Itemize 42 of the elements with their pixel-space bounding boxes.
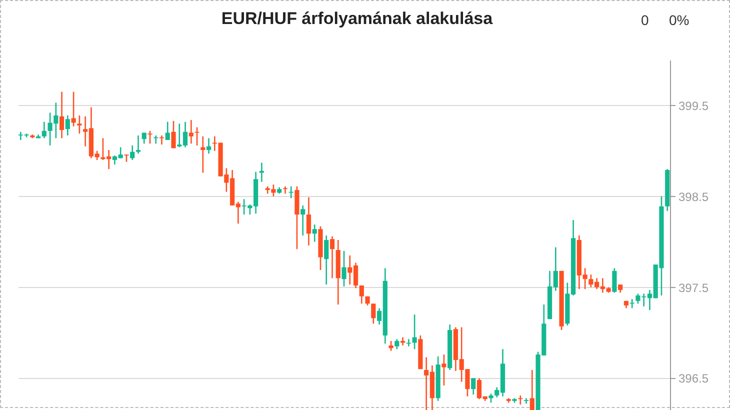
- candlestick: [306, 196, 312, 246]
- y-tick-label: 396.5: [678, 372, 709, 386]
- candlestick: [488, 392, 494, 404]
- candlestick: [524, 398, 529, 404]
- y-tick-label: 397.5: [678, 280, 709, 295]
- candlestick: [42, 121, 46, 139]
- candlestick: [612, 268, 617, 294]
- candlestick: [130, 144, 135, 161]
- candlestick: [342, 250, 346, 288]
- candlestick: [282, 186, 288, 194]
- candlestick: [388, 340, 394, 352]
- text: 0: [641, 12, 649, 28]
- candlestick: [324, 234, 329, 286]
- candlestick: [165, 121, 170, 141]
- text: 0%: [669, 12, 690, 28]
- candlestick: [394, 338, 400, 350]
- candlestick: [518, 394, 523, 406]
- candlestick: [77, 114, 82, 134]
- candlestick: [300, 204, 306, 236]
- candlestick: [312, 224, 317, 242]
- candlestick: [412, 314, 417, 350]
- y-tick-label: 399.5: [678, 98, 709, 113]
- candlestick: [206, 138, 212, 154]
- candlestick: [136, 134, 141, 154]
- candlestick: [71, 91, 76, 128]
- candlestick: [171, 120, 176, 149]
- candlestick: [330, 236, 335, 279]
- candlestick: [200, 136, 206, 174]
- candlestick: [442, 354, 446, 386]
- candlestick: [630, 298, 634, 309]
- candlestick: [359, 284, 364, 304]
- candlestick: [60, 91, 64, 139]
- y-tick-label: 398.5: [678, 190, 709, 204]
- candlestick: [530, 369, 534, 410]
- candlestick: [65, 114, 70, 136]
- candlestick: [371, 302, 376, 324]
- candlestick: [406, 338, 411, 348]
- candlestick: [148, 130, 152, 144]
- candlestick: [142, 132, 146, 144]
- candlestick: [471, 378, 476, 396]
- chart-title: EUR/HUF árfolyamának alakulása: [221, 9, 493, 28]
- candlestick: [188, 119, 194, 144]
